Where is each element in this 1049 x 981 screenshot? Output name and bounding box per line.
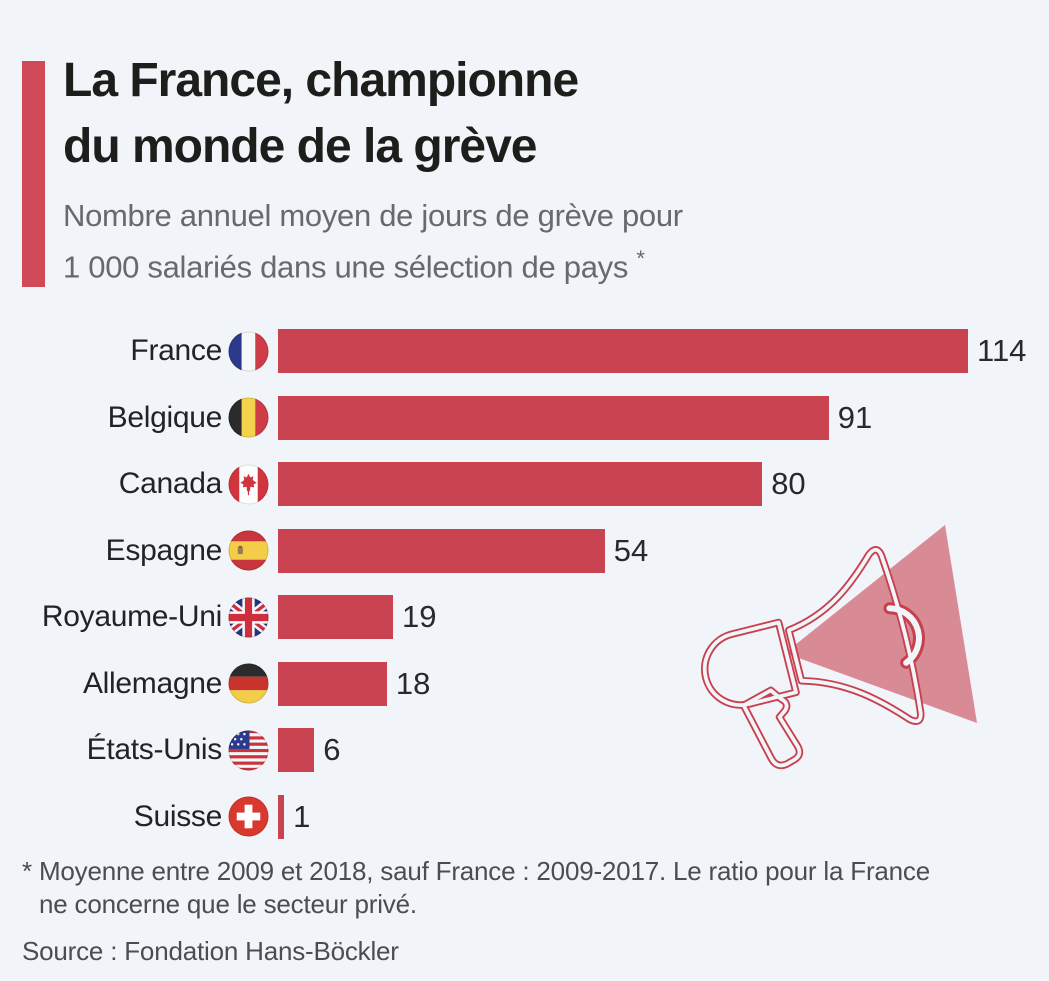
france-flag-icon xyxy=(228,331,269,372)
bar-france xyxy=(278,329,968,374)
bar-suisse xyxy=(278,794,285,839)
bar-value-label: 6 xyxy=(323,732,341,768)
source-label: Source : Fondation Hans-Böckler xyxy=(22,936,399,966)
bar-canada xyxy=(278,462,763,507)
title-line-2: du monde de la grève xyxy=(63,120,537,173)
bar-track: 1 xyxy=(278,794,1049,839)
bar-value-label: 18 xyxy=(395,665,431,701)
germany-flag-icon xyxy=(228,663,269,704)
belgium-flag-icon xyxy=(228,397,269,438)
megaphone-illustration xyxy=(701,525,977,770)
chart-row-allemagne: Allemagne 18 xyxy=(22,651,1049,718)
chart-row-etats-unis: États-Unis 6 xyxy=(22,717,1049,784)
bar-royaume-uni xyxy=(278,595,393,640)
bar-track: 19 xyxy=(278,595,1049,640)
footer: * Moyenne entre 2009 et 2018, sauf Franc… xyxy=(22,855,930,968)
country-label: États-Unis xyxy=(86,733,223,767)
bar-value-label: 114 xyxy=(977,333,1027,369)
country-label: Belgique xyxy=(107,400,223,434)
country-label: Royaume-Uni xyxy=(41,600,222,634)
bar-value-label: 91 xyxy=(837,399,873,435)
bar-etats-unis xyxy=(278,728,315,773)
bar-belgique xyxy=(278,395,829,440)
bar-espagne xyxy=(278,528,605,573)
footnote-marker: * xyxy=(636,246,645,271)
bar-track: 80 xyxy=(278,462,1049,507)
header: La France, championne du monde de la grè… xyxy=(63,48,683,288)
subtitle-line-1: Nombre annuel moyen de jours de grève po… xyxy=(63,198,683,233)
chart-row-france: France 114 xyxy=(22,318,1049,385)
title-accent-bar xyxy=(22,61,45,287)
bar-track: 91 xyxy=(278,395,1049,440)
country-label: France xyxy=(130,334,222,368)
page-title: La France, championne du monde de la grè… xyxy=(63,48,683,180)
country-label: Canada xyxy=(118,467,223,501)
chart-row-espagne: Espagne 54 xyxy=(22,518,1049,585)
bar-track: 114 xyxy=(278,329,1049,374)
switzerland-flag-icon xyxy=(228,796,269,837)
bar-value-label: 1 xyxy=(293,798,311,834)
spain-flag-icon xyxy=(228,530,269,571)
bar-track: 54 xyxy=(278,528,1049,573)
chart-row-belgique: Belgique 91 xyxy=(22,385,1049,452)
footnote-line-1: * Moyenne entre 2009 et 2018, sauf Franc… xyxy=(22,856,930,886)
bar-track: 18 xyxy=(278,661,1049,706)
bar-value-label: 19 xyxy=(402,599,437,635)
megaphone-outline xyxy=(701,546,925,770)
uk-flag-icon xyxy=(228,597,269,638)
sound-triangle xyxy=(785,525,977,723)
country-label: Allemagne xyxy=(82,666,222,700)
bar-track: 6 xyxy=(278,728,1049,773)
usa-flag-icon xyxy=(228,730,269,771)
chart-subtitle: Nombre annuel moyen de jours de grève po… xyxy=(63,194,683,288)
subtitle-line-2: 1 000 salariés dans une sélection de pay… xyxy=(63,246,645,285)
title-line-1: La France, championne xyxy=(63,54,579,107)
chart-row-canada: Canada 80 xyxy=(22,451,1049,518)
chart-row-suisse: Suisse 1 xyxy=(22,784,1049,851)
chart-row-royaume-uni: Royaume-Uni 19 xyxy=(22,584,1049,651)
bar-allemagne xyxy=(278,661,387,706)
country-label: Espagne xyxy=(105,533,223,567)
country-label: Suisse xyxy=(133,799,223,833)
canada-flag-icon xyxy=(228,464,269,505)
bar-value-label: 54 xyxy=(613,532,649,568)
bar-chart: France 114 Belgique 91 xyxy=(22,318,1049,850)
bar-value-label: 80 xyxy=(771,466,806,502)
footnote-line-2: ne concerne que le secteur privé. xyxy=(39,889,417,919)
